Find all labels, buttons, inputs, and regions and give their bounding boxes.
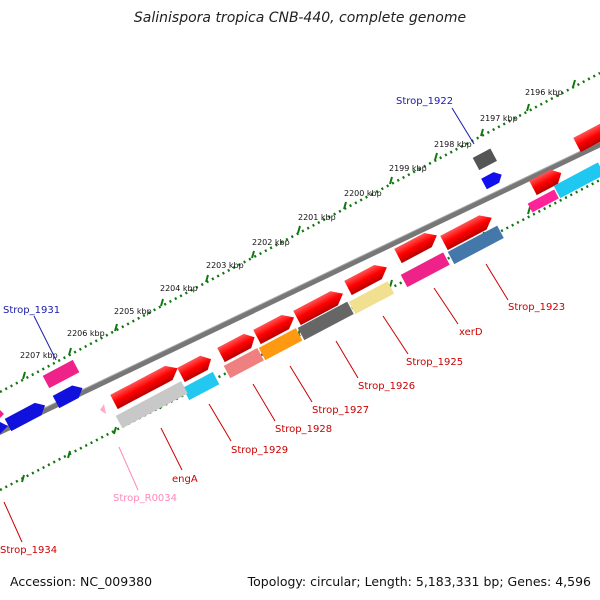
gene-arrow-blue-2 xyxy=(4,402,46,432)
gene-arrow-strop-1928 xyxy=(217,333,255,363)
gene-arrow-enga xyxy=(110,365,178,410)
tick-2199 xyxy=(434,152,438,161)
kbp-label-2196: 2196 kbp xyxy=(525,88,563,97)
rrna-marker-r0034 xyxy=(100,404,106,414)
kbp-label-2200: 2200 kbp xyxy=(344,189,382,198)
gene-arrow-salmon xyxy=(223,348,264,379)
tick-2202 xyxy=(297,225,301,234)
genome-summary-text: Topology: circular; Length: 5,183,331 bp… xyxy=(247,574,591,589)
tick-2208 xyxy=(22,371,26,380)
kbp-label-2201: 2201 kbp xyxy=(298,213,336,222)
kbp-label-2206: 2206 kbp xyxy=(67,329,105,338)
map-title: Salinispora tropica CNB-440, complete ge… xyxy=(133,10,467,26)
kbp-label-2205: 2205 kbp xyxy=(114,307,152,316)
gene-arrow-lightgray xyxy=(115,381,188,429)
gene-label-strop-1923: Strop_1923 xyxy=(508,302,565,313)
gene-labels: Strop_1922 Strop_1923 xerD Strop_1925 St… xyxy=(0,96,565,556)
gene-arrow-orange xyxy=(258,328,303,361)
gene-arrow-strop-1927 xyxy=(253,314,295,345)
gene-arrow-strop-1925 xyxy=(344,265,387,296)
gene-label-strop-r0034: Strop_R0034 xyxy=(113,493,177,504)
gene-arrow-magenta xyxy=(400,252,450,288)
gene-arrow-strop-1922 xyxy=(472,148,497,171)
gene-arrow-strop-1922a xyxy=(529,169,562,196)
gene-arrow-cyan xyxy=(182,371,220,401)
tick-2197 xyxy=(526,103,530,112)
gene-label-strop-1934: Strop_1934 xyxy=(0,545,57,556)
kbp-label-2198: 2198 kbp xyxy=(434,140,472,149)
tick-2204 xyxy=(205,274,209,283)
genome-backbone xyxy=(0,141,600,435)
kbp-label-2207: 2207 kbp xyxy=(20,351,58,360)
gene-edge-pink xyxy=(0,410,4,418)
gene-label-strop-1926: Strop_1926 xyxy=(358,381,415,392)
reverse-genes xyxy=(100,162,600,429)
gene-label-strop-1929: Strop_1929 xyxy=(231,445,288,456)
gene-label-strop-1928: Strop_1928 xyxy=(275,424,332,435)
gene-arrow-strop-1929 xyxy=(177,355,212,383)
gene-label-strop-1922: Strop_1922 xyxy=(396,96,453,107)
tick-2196 xyxy=(572,79,576,88)
gene-label-xerd: xerD xyxy=(459,327,483,338)
gene-label-enga: engA xyxy=(172,474,198,485)
accession-text: Accession: NC_009380 xyxy=(10,574,153,589)
scale-ticks xyxy=(21,79,577,483)
tick-2205 xyxy=(160,298,164,307)
kbp-label-2204: 2204 kbp xyxy=(160,284,198,293)
gene-arrow-cyan-right xyxy=(553,162,600,199)
gene-arrow-strop-1923 xyxy=(440,215,492,251)
tick-2200 xyxy=(389,176,393,185)
label-leaders xyxy=(3,107,509,543)
tick-2198 xyxy=(480,128,484,137)
tick-2206 xyxy=(114,323,118,332)
gene-edge-blue xyxy=(0,422,8,434)
gene-label-strop-1931: Strop_1931 xyxy=(3,305,60,316)
gene-arrow-xerd xyxy=(394,233,437,264)
kbp-label-2197: 2197 kbp xyxy=(480,114,518,123)
gene-arrow-blue-1 xyxy=(52,385,83,409)
scale-labels: 2196 kbp 2197 kbp 2198 kbp 2199 kbp 2200… xyxy=(20,88,563,360)
gene-arrow-darkgray xyxy=(297,301,354,341)
gene-label-strop-1927: Strop_1927 xyxy=(312,405,369,416)
tick-2203 xyxy=(251,250,255,259)
gene-arrow-blue-small xyxy=(481,172,502,190)
gene-label-strop-1925: Strop_1925 xyxy=(406,357,463,368)
tick-2201 xyxy=(343,201,347,210)
kbp-label-2199: 2199 kbp xyxy=(389,164,427,173)
gene-arrow-strop-1921 xyxy=(573,119,600,153)
kbp-label-2203: 2203 kbp xyxy=(206,261,244,270)
outer-genes xyxy=(0,148,502,434)
gene-arrow-strop-1931 xyxy=(42,359,80,389)
tick-2207 xyxy=(68,347,72,356)
gene-arrow-pink-right xyxy=(527,189,559,213)
kbp-label-2202: 2202 kbp xyxy=(252,238,290,247)
gene-arrow-strop-1926 xyxy=(293,291,343,326)
gene-arrow-khaki xyxy=(348,281,395,315)
gene-arrow-steelblue xyxy=(447,225,504,265)
scale-track-inner xyxy=(0,178,600,492)
forward-genes xyxy=(110,119,600,410)
